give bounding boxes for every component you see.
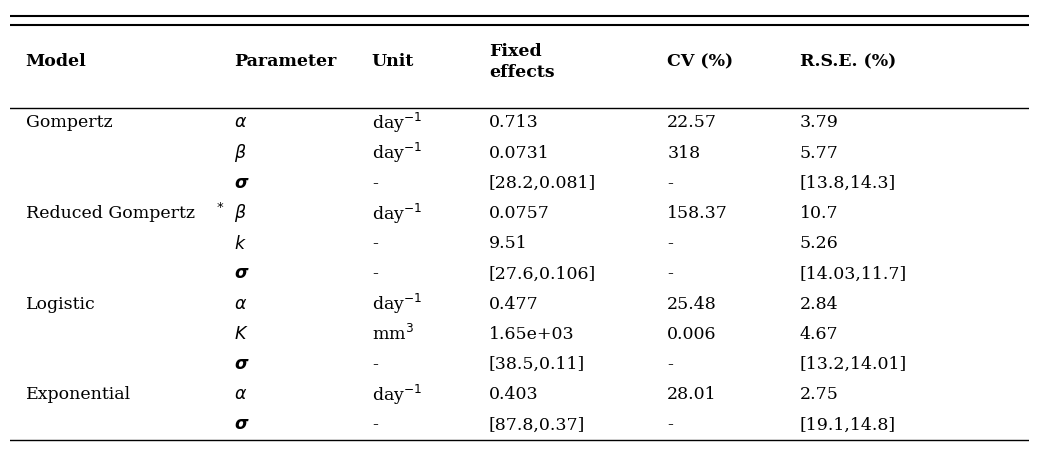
Text: $\beta$: $\beta$ (235, 202, 247, 224)
Text: [19.1,14.8]: [19.1,14.8] (800, 416, 896, 433)
Text: CV (%): CV (%) (667, 53, 734, 71)
Text: 0.0731: 0.0731 (489, 145, 550, 162)
Text: day$^{-1}$: day$^{-1}$ (372, 382, 422, 407)
Text: Exponential: Exponential (26, 386, 131, 403)
Text: 1.65e+03: 1.65e+03 (489, 326, 575, 343)
Text: [38.5,0.11]: [38.5,0.11] (489, 356, 585, 373)
Text: 3.79: 3.79 (800, 114, 838, 131)
Text: Fixed
effects: Fixed effects (489, 43, 555, 81)
Text: [87.8,0.37]: [87.8,0.37] (489, 416, 585, 433)
Text: 0.006: 0.006 (667, 326, 717, 343)
Text: -: - (667, 175, 673, 192)
Text: $*$: $*$ (216, 199, 224, 212)
Text: -: - (372, 175, 378, 192)
Text: 22.57: 22.57 (667, 114, 717, 131)
Text: -: - (667, 265, 673, 283)
Text: 0.477: 0.477 (489, 295, 538, 312)
Text: 28.01: 28.01 (667, 386, 717, 403)
Text: $k$: $k$ (235, 234, 247, 253)
Text: [28.2,0.081]: [28.2,0.081] (489, 175, 596, 192)
Text: $\boldsymbol{\sigma}$: $\boldsymbol{\sigma}$ (235, 356, 250, 373)
Text: $\boldsymbol{\sigma}$: $\boldsymbol{\sigma}$ (235, 416, 250, 433)
Text: R.S.E. (%): R.S.E. (%) (800, 53, 896, 71)
Text: $\alpha$: $\alpha$ (235, 114, 247, 131)
Text: -: - (667, 356, 673, 373)
Text: 9.51: 9.51 (489, 235, 528, 252)
Text: 4.67: 4.67 (800, 326, 838, 343)
Text: [14.03,11.7]: [14.03,11.7] (800, 265, 907, 283)
Text: [27.6,0.106]: [27.6,0.106] (489, 265, 596, 283)
Text: -: - (372, 265, 378, 283)
Text: 0.0757: 0.0757 (489, 205, 550, 222)
Text: 5.26: 5.26 (800, 235, 838, 252)
Text: 10.7: 10.7 (800, 205, 838, 222)
Text: 2.84: 2.84 (800, 295, 838, 312)
Text: day$^{-1}$: day$^{-1}$ (372, 202, 422, 225)
Text: -: - (667, 416, 673, 433)
Text: [13.8,14.3]: [13.8,14.3] (800, 175, 896, 192)
Text: Model: Model (26, 53, 86, 71)
Text: $\beta$: $\beta$ (235, 142, 247, 164)
Text: [13.2,14.01]: [13.2,14.01] (800, 356, 907, 373)
Text: Reduced Gompertz: Reduced Gompertz (26, 205, 194, 222)
Text: $\alpha$: $\alpha$ (235, 386, 247, 403)
Text: -: - (667, 235, 673, 252)
Text: $\boldsymbol{\sigma}$: $\boldsymbol{\sigma}$ (235, 175, 250, 192)
Text: -: - (372, 235, 378, 252)
Text: 0.713: 0.713 (489, 114, 538, 131)
Text: -: - (372, 416, 378, 433)
Text: $\alpha$: $\alpha$ (235, 295, 247, 312)
Text: Parameter: Parameter (235, 53, 337, 71)
Text: mm$^3$: mm$^3$ (372, 324, 414, 344)
Text: 25.48: 25.48 (667, 295, 717, 312)
Text: day$^{-1}$: day$^{-1}$ (372, 111, 422, 135)
Text: Gompertz: Gompertz (26, 114, 112, 131)
Text: 2.75: 2.75 (800, 386, 838, 403)
Text: -: - (372, 356, 378, 373)
Text: 158.37: 158.37 (667, 205, 728, 222)
Text: day$^{-1}$: day$^{-1}$ (372, 141, 422, 165)
Text: 0.403: 0.403 (489, 386, 538, 403)
Text: $K$: $K$ (235, 326, 249, 343)
Text: $\boldsymbol{\sigma}$: $\boldsymbol{\sigma}$ (235, 265, 250, 283)
Text: Logistic: Logistic (26, 295, 96, 312)
Text: 5.77: 5.77 (800, 145, 838, 162)
Text: 318: 318 (667, 145, 700, 162)
Text: day$^{-1}$: day$^{-1}$ (372, 292, 422, 316)
Text: Unit: Unit (372, 53, 415, 71)
